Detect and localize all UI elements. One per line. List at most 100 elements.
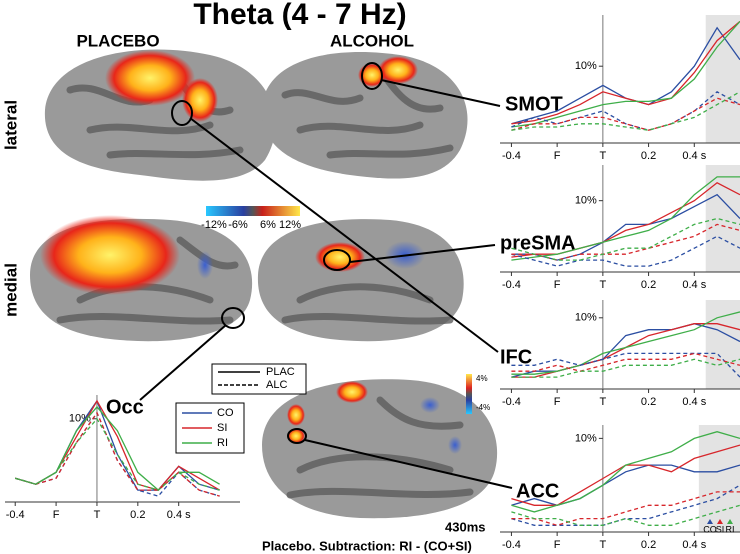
x-tick-label: -0.4	[502, 539, 521, 551]
x-tick-label: 0.2	[130, 509, 145, 521]
series-line	[511, 20, 740, 128]
brain-lateral-placebo	[44, 49, 276, 181]
series-line	[511, 97, 740, 131]
legend-label: RI	[217, 437, 228, 449]
shaded-window	[705, 165, 740, 272]
time-label: 430ms	[445, 519, 485, 534]
x-tick-label: T	[599, 150, 606, 162]
x-tick-label: T	[599, 279, 606, 291]
series-line	[511, 358, 740, 378]
series-line	[511, 352, 740, 372]
inset-colorbar	[466, 374, 472, 414]
x-tick-label: 0.4 s	[682, 279, 706, 291]
series-line	[511, 91, 740, 131]
marker-triangle	[727, 519, 733, 524]
series-line	[15, 411, 220, 497]
x-tick-label: T	[599, 396, 606, 408]
y-tick-label: 10%	[575, 312, 597, 324]
marker-triangle	[717, 519, 723, 524]
series-line	[511, 182, 740, 258]
x-tick-label: F	[554, 396, 561, 408]
column-label: ALCOHOL	[330, 31, 414, 50]
brain-subtraction	[262, 379, 498, 519]
x-tick-label: -0.4	[502, 396, 521, 408]
x-tick-label: 0.4 s	[682, 150, 706, 162]
colorbar-label: -6%	[228, 219, 248, 231]
line-chart: -0.4 F T 0.2 0.4 s 10%	[500, 15, 740, 162]
x-tick-label: T	[94, 509, 101, 521]
brains	[30, 49, 498, 519]
y-tick-label: 10%	[575, 195, 597, 207]
legend-label: ALC	[266, 379, 287, 391]
marker-label: SI	[716, 524, 725, 534]
x-tick-label: -0.4	[6, 509, 25, 521]
x-tick-label: 0.2	[641, 279, 656, 291]
x-tick-label: 0.2	[641, 539, 656, 551]
colorbar-label: 12%	[279, 219, 301, 231]
series-line	[511, 323, 740, 378]
series-line	[511, 235, 740, 267]
series-line	[511, 352, 740, 378]
series-line	[511, 431, 740, 513]
y-tick-label: 10%	[575, 432, 597, 444]
x-tick-label: 0.4 s	[682, 539, 706, 551]
x-tick-label: F	[53, 509, 60, 521]
marker-label: CO	[703, 524, 717, 534]
legend-label: PLAC	[266, 366, 295, 378]
series-line	[511, 323, 740, 378]
colorbar-label: 6%	[260, 219, 276, 231]
x-tick-label: 0.4 s	[682, 396, 706, 408]
title: Theta (4 - 7 Hz)	[193, 0, 406, 31]
x-tick-label: T	[599, 539, 606, 551]
caption: Placebo. Subtraction: RI - (CO+SI)	[262, 538, 472, 553]
series-line	[511, 176, 740, 261]
series-line	[511, 311, 740, 375]
y-tick-label: 10%	[575, 60, 597, 72]
inset-colorbar-label: 4%	[476, 374, 488, 383]
inset-colorbar-label: -4%	[476, 403, 490, 412]
series-line	[511, 20, 740, 125]
region-label: IFC	[500, 346, 532, 368]
row-label: medial	[1, 263, 20, 317]
region-label: Occ	[106, 396, 144, 418]
legend-label: CO	[217, 407, 234, 419]
line-chart: -0.4 F T 0.2 0.4 s 10%	[500, 165, 740, 291]
line-chart: -0.4 F T 0.2 0.4 s 10%	[500, 300, 740, 408]
series-line	[511, 464, 740, 506]
column-label: PLACEBO	[76, 31, 159, 50]
colorbar	[206, 206, 300, 216]
x-tick-label: 0.4 s	[167, 509, 191, 521]
x-tick-label: F	[554, 539, 561, 551]
x-tick-label: -0.4	[502, 279, 521, 291]
series-line	[511, 491, 740, 526]
colorbar-label: -12%	[201, 219, 227, 231]
brain-medial-placebo	[30, 215, 253, 342]
series-line	[511, 91, 740, 131]
legend-colors: CO SI RI	[175, 402, 245, 454]
x-tick-label: 0.2	[641, 396, 656, 408]
line-chart: -0.4 F T 0.2 0.4 s10%	[5, 395, 240, 521]
marker-triangle	[707, 519, 713, 524]
legend-label: SI	[217, 422, 227, 434]
x-tick-label: F	[554, 279, 561, 291]
x-tick-label: F	[554, 150, 561, 162]
row-label: lateral	[1, 100, 20, 150]
connectors	[139, 79, 513, 489]
region-label: ACC	[516, 480, 559, 502]
region-label: preSMA	[500, 232, 576, 254]
legend-styles: PLAC ALC	[211, 363, 307, 395]
series-line	[511, 217, 740, 261]
x-tick-label: 0.2	[641, 150, 656, 162]
region-label: SMOT	[505, 93, 563, 115]
series-line	[511, 223, 740, 261]
brain-medial-alcohol	[257, 219, 464, 342]
shaded-window	[705, 300, 740, 389]
shaded-window	[705, 15, 740, 143]
brain-lateral-alcohol	[261, 52, 468, 179]
series-line	[15, 417, 220, 491]
marker-label: RI	[726, 524, 735, 534]
x-tick-label: -0.4	[502, 150, 521, 162]
shaded-window	[698, 425, 740, 532]
